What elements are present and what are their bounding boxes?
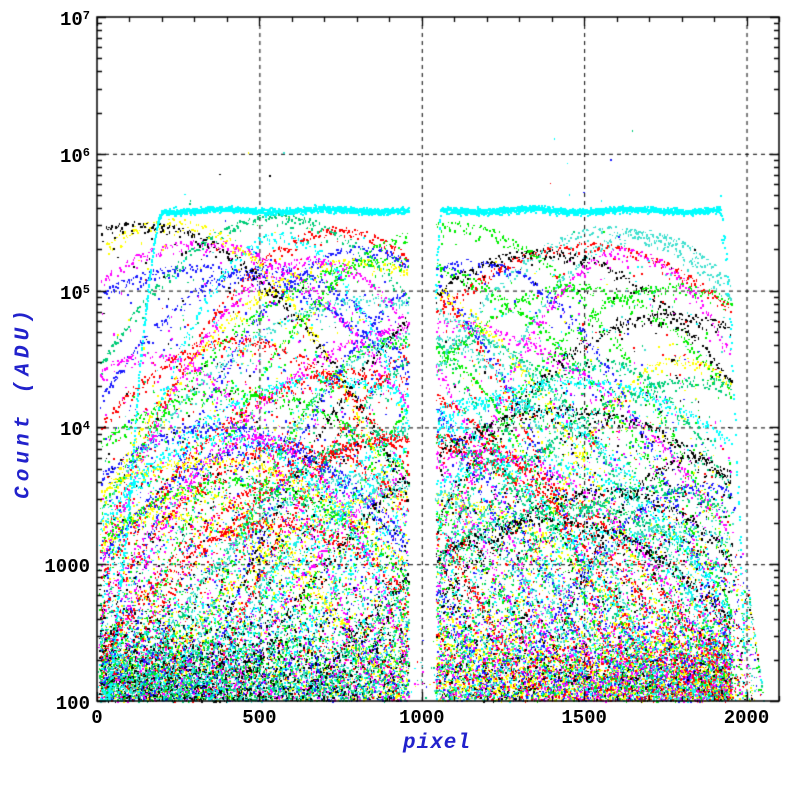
- x-axis-title: pixel: [402, 732, 472, 755]
- x-tick-label: 1500: [561, 707, 607, 729]
- y-tick-label: 100: [55, 693, 90, 715]
- y-tick-label: 106: [59, 145, 90, 168]
- x-tick-label: 500: [242, 707, 277, 729]
- y-tick-label: 1000: [44, 556, 90, 579]
- x-tick-label: 2000: [723, 707, 770, 729]
- y-axis-title: Count (ADU): [12, 305, 36, 499]
- x-tick-label: 1000: [398, 707, 445, 729]
- y-tick-label: 107: [59, 9, 90, 31]
- x-tick-label: 0: [91, 707, 103, 729]
- y-tick-label: 105: [59, 282, 90, 305]
- y-tick-label: 104: [59, 419, 90, 442]
